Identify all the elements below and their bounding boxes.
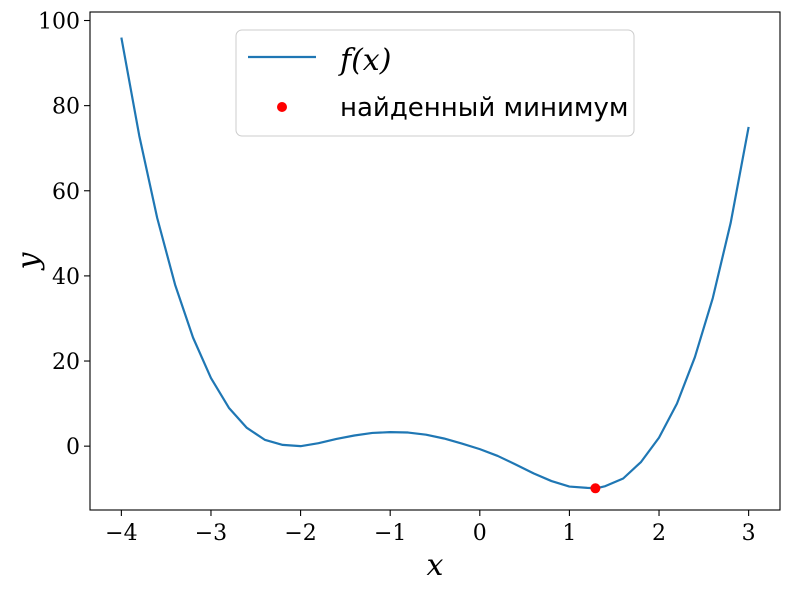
legend-label-function: f(x)	[338, 43, 391, 78]
x-tick-label: 0	[473, 521, 487, 546]
x-tick-label: −2	[284, 521, 316, 546]
y-tick-label: 20	[52, 350, 80, 375]
x-tick-label: 1	[562, 521, 576, 546]
y-tick-label: 40	[52, 265, 80, 290]
x-tick-label: −3	[195, 521, 227, 546]
legend: f(x) найденный минимум	[236, 30, 634, 136]
y-axis-ticks: 0 20 40 60 80 100	[38, 10, 90, 461]
x-axis-label: x	[427, 548, 444, 583]
x-tick-label: 3	[742, 521, 756, 546]
y-tick-label: 80	[52, 95, 80, 120]
y-axis-label: y	[11, 251, 46, 271]
y-tick-label: 60	[52, 180, 80, 205]
x-axis-ticks: −4 −3 −2 −1 0 1 2 3	[105, 510, 755, 546]
legend-point-swatch	[277, 102, 287, 112]
x-tick-label: −1	[374, 521, 406, 546]
y-tick-label: 0	[66, 435, 80, 460]
x-tick-label: 2	[652, 521, 666, 546]
minimum-point	[590, 483, 600, 493]
y-tick-label: 100	[38, 10, 80, 35]
x-tick-label: −4	[105, 521, 137, 546]
legend-label-minimum: найденный минимум	[340, 93, 629, 123]
